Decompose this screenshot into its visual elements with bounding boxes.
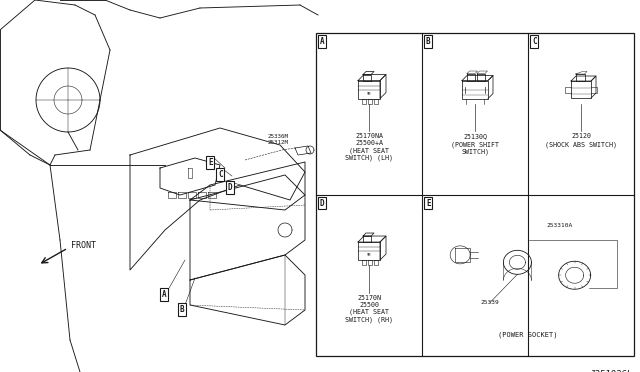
Text: A: A	[162, 290, 166, 299]
Text: E: E	[426, 199, 431, 208]
Text: C: C	[532, 37, 536, 46]
Text: A: A	[320, 37, 324, 46]
Text: 25312M: 25312M	[268, 140, 289, 145]
Text: gg: gg	[367, 252, 371, 256]
Text: 25170N
25500: 25170N 25500	[357, 295, 381, 308]
Text: J251026L: J251026L	[589, 370, 632, 372]
Bar	[316, 33, 634, 356]
Text: D: D	[320, 199, 324, 208]
Text: (SHOCK ABS SWITCH): (SHOCK ABS SWITCH)	[545, 141, 617, 148]
Text: B: B	[180, 305, 184, 314]
Text: 25339: 25339	[481, 300, 499, 305]
Text: 25336M: 25336M	[268, 134, 289, 139]
Text: B: B	[426, 37, 431, 46]
Text: 25170NA
25500+A: 25170NA 25500+A	[355, 133, 383, 146]
Text: D: D	[228, 183, 232, 192]
Text: 253310A: 253310A	[547, 223, 573, 228]
Text: (HEAT SEAT
SWITCH) (LH): (HEAT SEAT SWITCH) (LH)	[345, 147, 393, 161]
Text: (HEAT SEAT
SWITCH) (RH): (HEAT SEAT SWITCH) (RH)	[345, 309, 393, 323]
Text: FRONT: FRONT	[71, 241, 96, 250]
Text: 25130Q: 25130Q	[463, 133, 487, 139]
Text: E: E	[208, 158, 212, 167]
Text: (POWER SHIFT
SWITCH): (POWER SHIFT SWITCH)	[451, 141, 499, 155]
Text: C: C	[218, 170, 223, 179]
Text: 25120: 25120	[571, 133, 591, 139]
Text: gg: gg	[367, 90, 371, 94]
Text: (POWER SOCKET): (POWER SOCKET)	[499, 331, 557, 338]
